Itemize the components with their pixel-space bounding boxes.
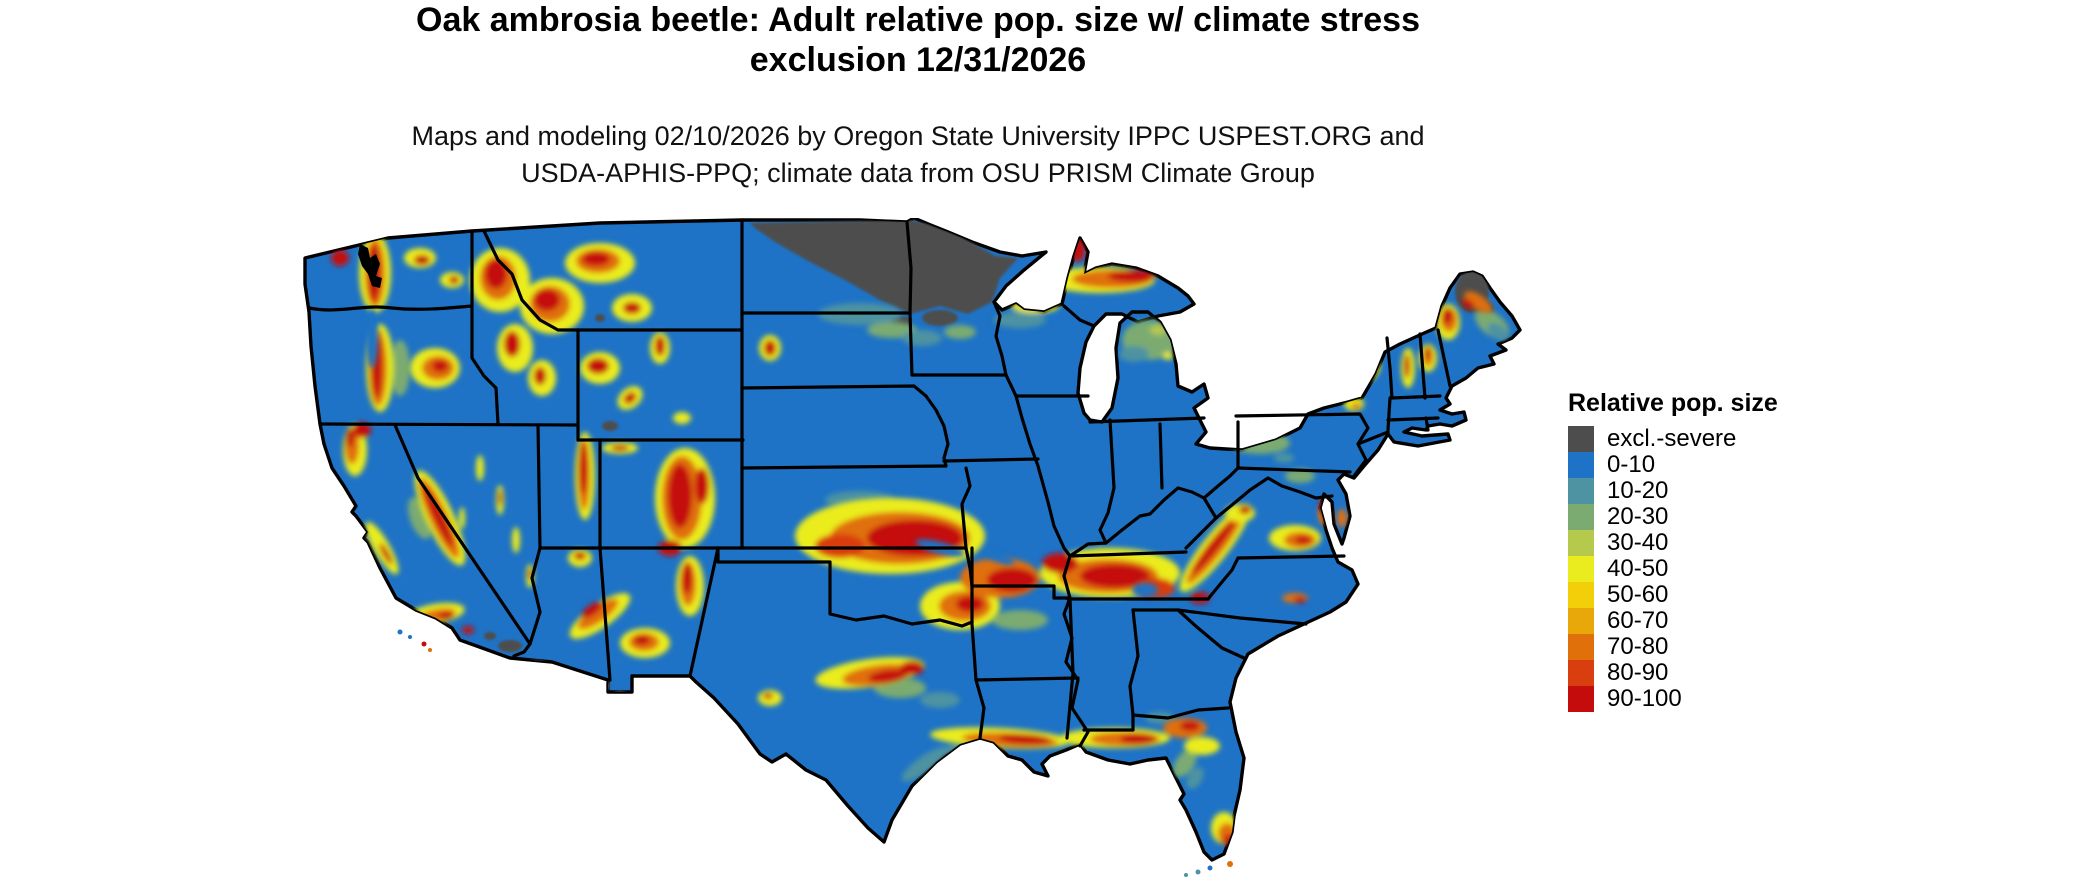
legend-swatch xyxy=(1568,452,1594,478)
legend-swatch xyxy=(1568,634,1594,660)
legend-label: 80-90 xyxy=(1607,659,1669,686)
legend-item: excl.-severe xyxy=(1568,426,1778,452)
legend-item: 60-70 xyxy=(1568,608,1778,634)
legend-label: 30-40 xyxy=(1607,529,1669,556)
legend-label: 60-70 xyxy=(1607,607,1669,634)
legend-item: 50-60 xyxy=(1568,582,1778,608)
island-specks xyxy=(397,629,1233,877)
legend-label: 50-60 xyxy=(1607,581,1669,608)
legend-label: 70-80 xyxy=(1607,633,1669,660)
legend-item: 80-90 xyxy=(1568,660,1778,686)
us-map xyxy=(303,216,1522,877)
subtitle-line2: USDA-APHIS-PPQ; climate data from OSU PR… xyxy=(521,158,1315,188)
legend-label: 20-30 xyxy=(1607,503,1669,530)
us-map-container xyxy=(300,216,1528,888)
legend-swatch xyxy=(1568,478,1594,504)
legend-label: excl.-severe xyxy=(1607,425,1737,452)
title-line2: exclusion 12/31/2026 xyxy=(749,41,1087,79)
legend-item: 20-30 xyxy=(1568,504,1778,530)
legend-swatch xyxy=(1568,426,1594,452)
legend-swatch xyxy=(1568,608,1594,634)
legend-items: excl.-severe 0-10 10-20 20-30 30-40 40-50 50-6… xyxy=(1568,426,1778,712)
subtitle-line1: Maps and modeling 02/10/2026 by Oregon S… xyxy=(411,121,1425,151)
legend-item: 10-20 xyxy=(1568,478,1778,504)
legend-title: Relative pop. size xyxy=(1568,389,1778,417)
state-borders xyxy=(307,218,1452,748)
legend-swatch xyxy=(1568,556,1594,582)
legend: Relative pop. size excl.-severe 0-10 10-20… xyxy=(1568,388,1778,712)
legend-swatch xyxy=(1568,660,1594,686)
legend-item: 90-100 xyxy=(1568,686,1778,712)
puget-sound xyxy=(358,244,382,288)
legend-swatch xyxy=(1568,530,1594,556)
legend-item: 30-40 xyxy=(1568,530,1778,556)
legend-label: 10-20 xyxy=(1607,477,1669,504)
title-line1: Oak ambrosia beetle: Adult relative pop.… xyxy=(416,1,1420,39)
page-subtitle: Maps and modeling 02/10/2026 by Oregon S… xyxy=(0,118,1836,192)
page-title: Oak ambrosia beetle: Adult relative pop.… xyxy=(0,0,1836,80)
legend-swatch xyxy=(1568,686,1594,712)
legend-item: 0-10 xyxy=(1568,452,1778,478)
legend-swatch xyxy=(1568,582,1594,608)
legend-item: 40-50 xyxy=(1568,556,1778,582)
legend-label: 0-10 xyxy=(1607,451,1656,478)
legend-label: 40-50 xyxy=(1607,555,1669,582)
legend-item: 70-80 xyxy=(1568,634,1778,660)
legend-label: 90-100 xyxy=(1607,685,1682,712)
legend-swatch xyxy=(1568,504,1594,530)
